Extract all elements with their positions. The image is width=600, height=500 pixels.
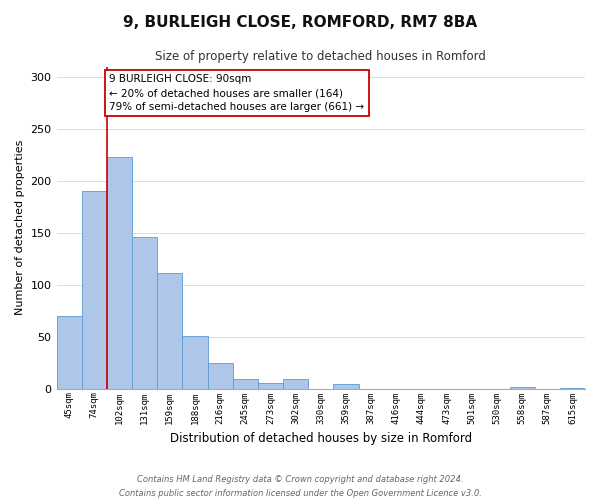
- Bar: [157, 274, 182, 388]
- Bar: [509, 386, 535, 388]
- Bar: [82, 192, 107, 388]
- Text: 9 BURLEIGH CLOSE: 90sqm
← 20% of detached houses are smaller (164)
79% of semi-d: 9 BURLEIGH CLOSE: 90sqm ← 20% of detache…: [109, 74, 365, 112]
- Bar: [334, 384, 359, 388]
- Text: 9, BURLEIGH CLOSE, ROMFORD, RM7 8BA: 9, BURLEIGH CLOSE, ROMFORD, RM7 8BA: [123, 15, 477, 30]
- Bar: [132, 237, 157, 388]
- Text: Contains HM Land Registry data © Crown copyright and database right 2024.
Contai: Contains HM Land Registry data © Crown c…: [119, 476, 481, 498]
- Y-axis label: Number of detached properties: Number of detached properties: [15, 140, 25, 316]
- Bar: [208, 362, 233, 388]
- X-axis label: Distribution of detached houses by size in Romford: Distribution of detached houses by size …: [170, 432, 472, 445]
- Bar: [182, 336, 208, 388]
- Bar: [107, 157, 132, 388]
- Bar: [233, 380, 258, 388]
- Title: Size of property relative to detached houses in Romford: Size of property relative to detached ho…: [155, 50, 486, 63]
- Bar: [258, 384, 283, 388]
- Bar: [283, 380, 308, 388]
- Bar: [56, 316, 82, 388]
